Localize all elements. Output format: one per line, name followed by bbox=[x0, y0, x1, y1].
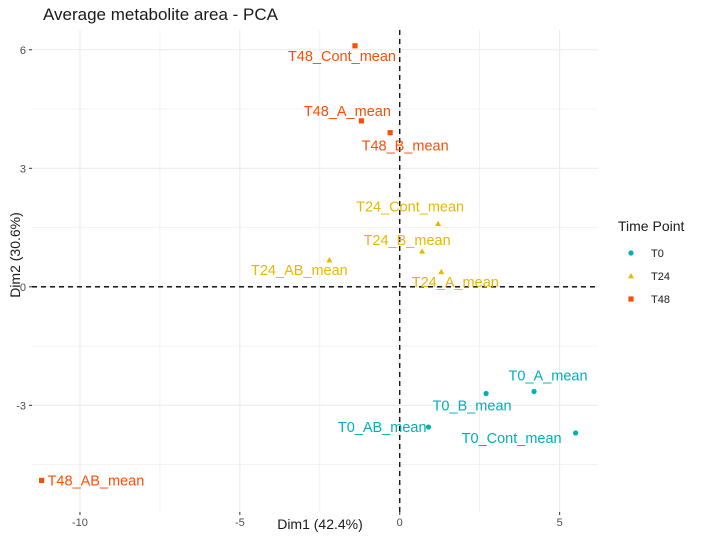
data-label: T48_B_mean bbox=[362, 139, 449, 155]
legend-key-t24 bbox=[628, 273, 634, 279]
x-axis-ticks: -10 -5 0 5 bbox=[72, 512, 563, 529]
data-label: T48_A_mean bbox=[304, 104, 391, 120]
data-label: T24_AB_mean bbox=[251, 263, 348, 279]
data-point-t24-a-mean bbox=[438, 268, 445, 275]
data-label: T0_AB_mean bbox=[338, 420, 427, 436]
data-points bbox=[38, 43, 579, 483]
data-labels: T0_A_mean T0_B_mean T0_AB_mean T0_Cont_mean… bbox=[48, 49, 588, 490]
data-label: T48_Cont_mean bbox=[288, 49, 396, 65]
x-tick-label: -5 bbox=[235, 517, 245, 529]
data-label: T24_Cont_mean bbox=[356, 200, 464, 216]
data-label: T48_AB_mean bbox=[48, 473, 145, 489]
legend: Time Point T0 T24 T48 bbox=[618, 218, 685, 307]
legend-label-t0: T0 bbox=[651, 248, 664, 260]
legend-key-t0 bbox=[628, 250, 634, 256]
data-point-t0-b-mean bbox=[483, 390, 489, 397]
data-point-t24-ab-mean bbox=[326, 256, 333, 263]
x-axis-title: Dim1 (42.4%) bbox=[277, 516, 363, 532]
data-label: T0_Cont_mean bbox=[462, 431, 562, 447]
data-point-t24-b-mean bbox=[419, 248, 426, 254]
data-label: T0_A_mean bbox=[509, 369, 588, 385]
legend-key-t48 bbox=[628, 296, 634, 302]
x-tick-label: 5 bbox=[557, 517, 563, 529]
y-tick-label: 3 bbox=[20, 163, 26, 175]
x-tick-label: -10 bbox=[72, 517, 88, 529]
reference-lines bbox=[32, 30, 598, 512]
legend-label-t24: T24 bbox=[651, 271, 670, 283]
data-point-t0-ab-mean bbox=[425, 424, 432, 430]
data-label: T24_B_mean bbox=[364, 233, 451, 249]
x-tick-label: 0 bbox=[397, 517, 403, 529]
y-axis-title: Dim2 (30.6%) bbox=[7, 212, 23, 298]
legend-title: Time Point bbox=[618, 218, 685, 234]
data-point-t48-cont-mean bbox=[352, 43, 358, 49]
data-point-t48-b-mean bbox=[387, 130, 393, 136]
data-point-t0-a-mean bbox=[531, 388, 537, 395]
data-point-t48-ab-mean bbox=[38, 477, 45, 483]
y-tick-label: 6 bbox=[20, 45, 26, 57]
legend-label-t48: T48 bbox=[651, 294, 670, 306]
data-point-t48-a-mean bbox=[358, 118, 364, 124]
y-axis-ticks: -3 0 3 6 bbox=[16, 45, 32, 412]
y-tick-label: 0 bbox=[20, 282, 26, 294]
chart-title: Average metabolite area - PCA bbox=[43, 5, 279, 24]
data-label: T0_B_mean bbox=[433, 398, 512, 414]
data-label: T24_A_mean bbox=[412, 275, 499, 291]
data-point-t24-cont-mean bbox=[435, 220, 442, 226]
data-point-t0-cont-mean bbox=[573, 430, 579, 436]
y-tick-label: -3 bbox=[16, 400, 26, 412]
